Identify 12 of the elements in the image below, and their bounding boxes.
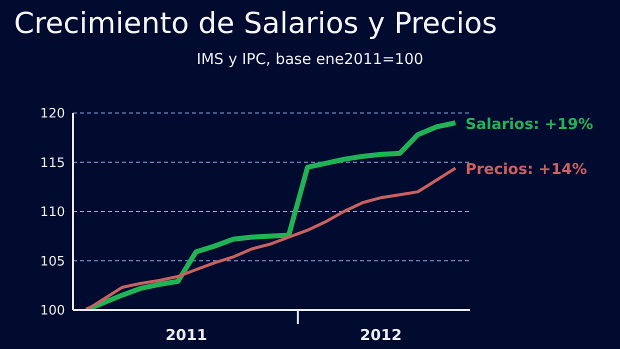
y-tick-label: 100 — [40, 304, 65, 319]
y-tick-label: 105 — [40, 254, 65, 270]
line-series — [84, 166, 457, 310]
y-tick-label: 115 — [40, 156, 65, 171]
chart-title: Crecimiento de Salarios y Precios — [14, 6, 498, 40]
series-label: Salarios: +19% — [465, 114, 594, 133]
y-tick-label: 110 — [40, 205, 65, 220]
x-tick-label: 2012 — [360, 326, 402, 344]
y-tick-label: 120 — [40, 106, 65, 122]
chart-subtitle: IMS y IPC, base ene2011=100 — [196, 50, 424, 68]
series-label: Precios: +14% — [465, 160, 587, 178]
x-tick-label: 2011 — [165, 326, 208, 344]
